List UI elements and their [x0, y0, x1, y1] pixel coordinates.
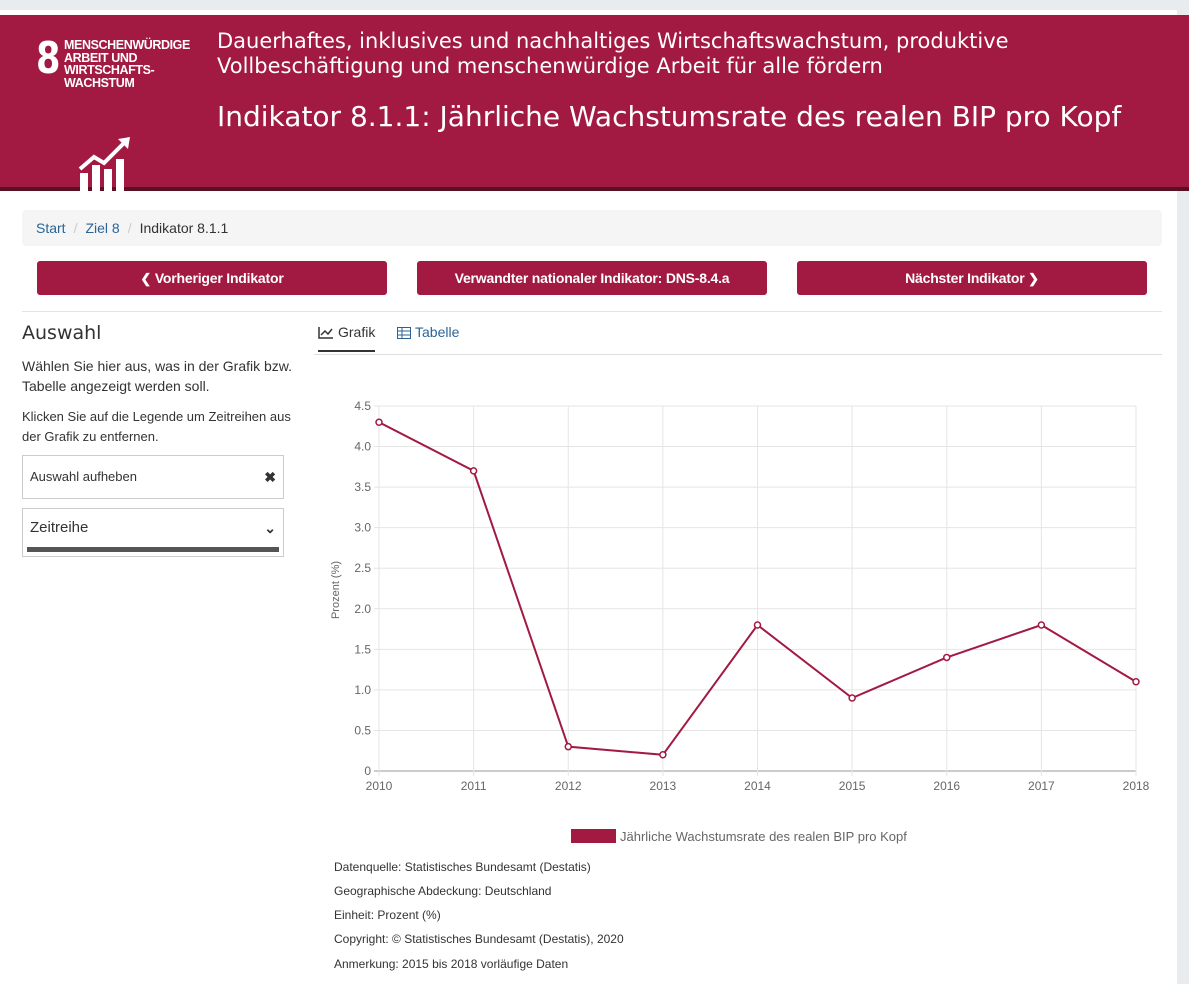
page-title: Indikator 8.1.1: Jährliche Wachstumsrate… — [217, 100, 1122, 133]
footer-copyright: Copyright: © Statistisches Bundesamt (De… — [334, 932, 624, 946]
y-axis-label: Prozent (%) — [330, 561, 342, 619]
breadcrumb: Start / Ziel 8 / Indikator 8.1.1 — [22, 210, 1162, 246]
breadcrumb-goal-link[interactable]: Ziel 8 — [85, 220, 120, 236]
series-select-bar — [27, 547, 279, 552]
y-tick-label: 2.0 — [354, 602, 371, 616]
goal-badge[interactable]: 8 MENSCHENWÜRDIGE ARBEIT UND WIRTSCHAFTS… — [28, 33, 190, 191]
next-indicator-label: Nächster Indikator — [905, 270, 1025, 286]
view-tabs: Grafik Tabelle — [314, 322, 1162, 355]
legend-swatch — [571, 829, 616, 843]
clear-selection-label: Auswahl aufheben — [30, 469, 137, 484]
data-point[interactable] — [943, 653, 951, 662]
y-tick-label: 1.5 — [354, 642, 371, 656]
x-tick-label: 2017 — [1028, 779, 1055, 793]
goal-description: Dauerhaftes, inklusives und nachhaltiges… — [217, 29, 1009, 78]
tab-table-label: Tabelle — [415, 324, 460, 340]
growth-chart-icon — [78, 137, 130, 191]
y-tick-label: 4.5 — [354, 399, 371, 413]
y-tick-label: 3.0 — [354, 521, 371, 535]
x-tick-label: 2012 — [555, 779, 582, 793]
previous-indicator-label: Vorheriger Indikator — [154, 270, 284, 286]
tab-table[interactable]: Tabelle — [397, 322, 459, 354]
breadcrumb-separator: / — [127, 220, 132, 236]
goal-number: 8 — [36, 33, 60, 84]
previous-indicator-button[interactable]: ❮ Vorheriger Indikator — [37, 261, 387, 295]
footer-note: Anmerkung: 2015 bis 2018 vorläufige Date… — [334, 957, 569, 971]
data-point[interactable] — [848, 694, 856, 702]
chevron-left-icon: ❮ — [140, 271, 152, 286]
series-select[interactable]: Zeitreihe ⌄ — [22, 508, 284, 557]
divider — [22, 311, 1162, 312]
series-select-label: Zeitreihe — [30, 519, 89, 536]
x-tick-label: 2013 — [650, 779, 677, 793]
line-chart-icon — [318, 327, 333, 339]
x-axis: 2010 2011 2012 2013 2014 2015 2016 2017 2018 — [366, 779, 1150, 793]
related-indicator-button[interactable]: Verwandter nationaler Indikator: DNS-8.4… — [417, 261, 767, 295]
clear-selection-button[interactable]: Auswahl aufheben ✖ — [22, 455, 284, 499]
data-point[interactable] — [1132, 678, 1140, 686]
chart-legend-item[interactable]: Jährliche Wachstumsrate des realen BIP p… — [571, 829, 907, 845]
line-chart: 00.51.01.52.02.53.03.54.04.5 2010 2011 201… — [330, 399, 1150, 793]
sidebar-hint: Klicken Sie auf die Legende um Zeitreihe… — [22, 409, 291, 444]
tab-chart[interactable]: Grafik — [318, 322, 376, 352]
chevron-down-icon: ⌄ — [264, 520, 276, 536]
footer-coverage: Geographische Abdeckung: Deutschland — [334, 884, 552, 898]
chevron-right-icon: ❯ — [1028, 271, 1039, 286]
chart-series — [375, 418, 1140, 759]
breadcrumb-current: Indikator 8.1.1 — [139, 220, 229, 236]
data-point[interactable] — [375, 418, 383, 426]
close-icon: ✖ — [264, 469, 276, 485]
y-tick-label: 0.5 — [354, 723, 371, 737]
next-indicator-button[interactable]: Nächster Indikator ❯ — [797, 261, 1147, 295]
y-tick-label: 3.5 — [354, 480, 371, 494]
y-tick-label: 0 — [364, 764, 371, 778]
y-tick-label: 1.0 — [354, 683, 371, 697]
legend-label: Jährliche Wachstumsrate des realen BIP p… — [620, 829, 907, 844]
tab-chart-label: Grafik — [338, 324, 376, 340]
breadcrumb-start-link[interactable]: Start — [36, 220, 66, 236]
data-point[interactable] — [753, 621, 762, 629]
goal-title: MENSCHENWÜRDIGE ARBEIT UND WIRTSCHAFTS-W… — [64, 38, 190, 90]
page-header: 8 MENSCHENWÜRDIGE ARBEIT UND WIRTSCHAFTS… — [0, 15, 1189, 191]
sidebar-title: Auswahl — [22, 322, 102, 344]
x-tick-label: 2011 — [461, 779, 487, 793]
y-axis: 0 0.5 1.0 1.5 2.0 2.5 3.0 3.5 4.0 4.5 — [354, 399, 371, 778]
footer-source: Datenquelle: Statistisches Bundesamt (De… — [334, 860, 591, 874]
breadcrumb-separator: / — [73, 220, 78, 236]
data-point[interactable] — [469, 467, 478, 475]
data-point[interactable] — [659, 751, 667, 759]
y-tick-label: 4.0 — [354, 440, 371, 454]
y-tick-label: 2.5 — [354, 561, 371, 575]
data-point[interactable] — [564, 742, 572, 751]
sidebar-intro: Wählen Sie hier aus, was in der Grafik b… — [22, 358, 293, 394]
table-icon — [397, 327, 411, 339]
x-tick-label: 2015 — [839, 779, 866, 793]
footer-unit: Einheit: Prozent (%) — [334, 908, 441, 922]
x-tick-label: 2016 — [933, 779, 960, 793]
data-point[interactable] — [1037, 621, 1046, 629]
chart-grid — [374, 405, 1137, 776]
x-tick-label: 2014 — [744, 779, 771, 793]
x-tick-label: 2018 — [1123, 779, 1150, 793]
related-indicator-label: Verwandter nationaler Indikator: DNS-8.4… — [454, 270, 730, 286]
x-tick-label: 2010 — [366, 779, 393, 793]
